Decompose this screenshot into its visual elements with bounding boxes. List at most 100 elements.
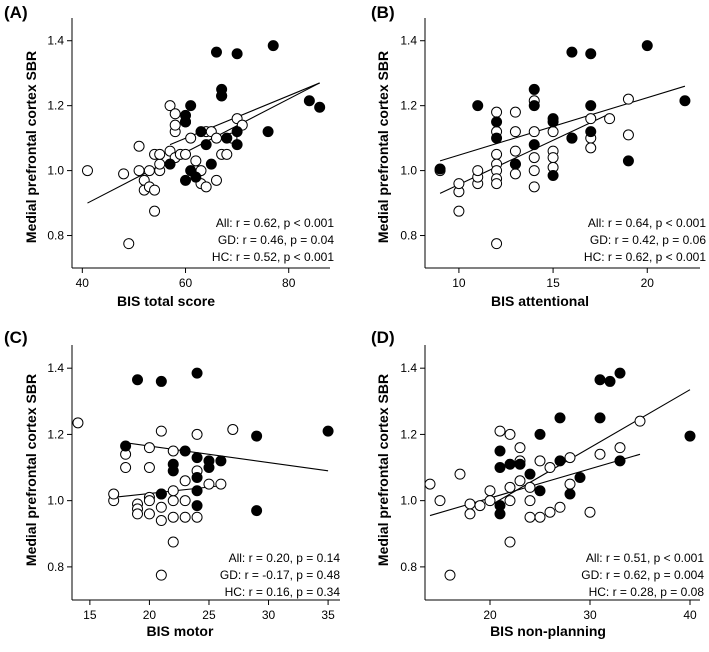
data-point-hc [179, 495, 191, 507]
y-axis-label: Medial prefrontal cortex SBR [375, 51, 391, 243]
data-point-hc [491, 106, 503, 118]
data-point-hc [547, 152, 559, 164]
data-point-gd [210, 46, 222, 58]
data-point-gd [528, 83, 540, 95]
y-tick-label: 0.8 [400, 229, 417, 243]
stat-gd: GD: r = 0.46, p = 0.04 [218, 233, 334, 247]
data-point-gd [191, 471, 203, 483]
y-tick-label: 1.0 [400, 164, 417, 178]
data-point-gd [155, 375, 167, 387]
data-point-hc [453, 205, 465, 217]
y-tick-label: 1.2 [47, 427, 64, 441]
y-tick-label: 0.8 [47, 560, 64, 574]
data-point-gd [534, 485, 546, 497]
y-tick-label: 1.4 [400, 34, 417, 48]
data-point-gd [614, 367, 626, 379]
data-point-hc [504, 495, 516, 507]
data-point-gd [614, 455, 626, 467]
y-tick-label: 1.0 [400, 494, 417, 508]
data-point-gd [195, 126, 207, 138]
stat-hc: HC: r = 0.52, p < 0.001 [212, 250, 334, 264]
data-point-gd [132, 374, 144, 386]
panel-label: (B) [371, 3, 395, 22]
stat-hc: HC: r = 0.62, p < 0.001 [584, 250, 706, 264]
data-point-gd [491, 132, 503, 144]
data-point-hc [622, 129, 634, 141]
data-point-hc [210, 132, 222, 144]
x-axis-label: BIS motor [147, 623, 214, 639]
y-tick-label: 1.2 [47, 99, 64, 113]
data-point-gd [434, 163, 446, 175]
data-point-hc [179, 475, 191, 487]
x-tick-label: 40 [76, 276, 90, 290]
data-point-hc [191, 511, 203, 523]
y-tick-label: 1.0 [47, 164, 64, 178]
data-point-hc [524, 481, 536, 493]
data-point-gd [504, 458, 516, 470]
data-point-gd [167, 465, 179, 477]
stat-gd: GD: r = 0.42, p = 0.06 [590, 233, 706, 247]
data-point-gd [215, 455, 227, 467]
data-point-gd [120, 440, 132, 452]
y-tick-label: 1.4 [400, 361, 417, 375]
panel-b: (B) Medial prefrontal cortex SBR BIS att… [371, 3, 706, 309]
x-axis-label: BIS non-planning [490, 623, 606, 639]
data-point-hc [133, 140, 145, 152]
y-tick-label: 1.4 [47, 361, 64, 375]
data-point-hc [155, 569, 167, 581]
data-point-hc [594, 448, 606, 460]
x-axis-label: BIS attentional [491, 293, 589, 309]
panel-c: (C) Medial prefrontal cortex SBR BIS mot… [4, 328, 340, 639]
data-point-gd [164, 158, 176, 170]
data-point-gd [554, 455, 566, 467]
data-point-hc [544, 506, 556, 518]
data-point-hc [132, 508, 144, 520]
data-point-hc [203, 478, 215, 490]
data-point-hc [464, 498, 476, 510]
stat-all: All: r = 0.64, p < 0.001 [588, 216, 706, 230]
data-point-hc [227, 423, 239, 435]
panel-label: (D) [371, 328, 395, 347]
data-point-gd [594, 374, 606, 386]
data-point-gd [472, 100, 484, 112]
data-point-gd [679, 95, 691, 107]
data-point-hc [534, 455, 546, 467]
data-point-hc [123, 238, 135, 250]
data-point-hc [604, 113, 616, 125]
data-point-gd [191, 485, 203, 497]
data-point-gd [494, 445, 506, 457]
data-point-gd [191, 500, 203, 512]
data-point-gd [262, 126, 274, 138]
data-point-hc [491, 238, 503, 250]
data-point-gd [221, 132, 233, 144]
data-point-gd [185, 100, 197, 112]
panel-a: (A) Medial prefrontal cortex SBR BIS tot… [4, 3, 334, 309]
stat-all: All: r = 0.20, p = 0.14 [229, 551, 341, 565]
data-point-gd [528, 139, 540, 151]
data-point-hc [210, 174, 222, 186]
data-point-gd [585, 100, 597, 112]
data-point-hc [143, 442, 155, 454]
y-tick-label: 1.2 [400, 99, 417, 113]
data-point-gd [231, 126, 243, 138]
data-point-hc [464, 508, 476, 520]
data-point-gd [191, 367, 203, 379]
data-point-hc [167, 495, 179, 507]
fit-line-gd [489, 389, 691, 507]
data-point-hc [81, 165, 93, 177]
data-point-hc [484, 485, 496, 497]
data-point-gd [322, 425, 334, 437]
fit-line-hc [439, 113, 610, 194]
data-point-hc [504, 428, 516, 440]
stat-gd: GD: r = -0.17, p = 0.48 [220, 568, 340, 582]
x-tick-label: 10 [452, 276, 466, 290]
data-point-hc [118, 168, 130, 180]
data-point-hc [120, 462, 132, 474]
data-point-hc [155, 501, 167, 513]
data-point-hc [514, 475, 526, 487]
data-point-gd [155, 488, 167, 500]
data-point-hc [622, 93, 634, 105]
data-point-hc [143, 165, 155, 177]
data-point-hc [528, 126, 540, 138]
data-point-hc [585, 113, 597, 125]
